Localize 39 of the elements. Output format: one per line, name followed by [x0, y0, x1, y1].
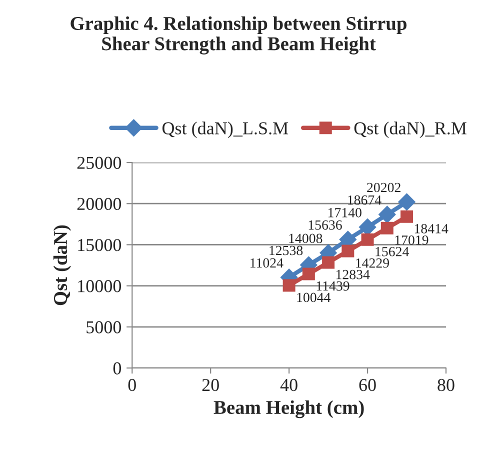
x-tick-label: 0	[128, 378, 136, 392]
data-label: 10044	[297, 292, 331, 302]
point	[322, 256, 335, 269]
data-label: 15636	[308, 220, 342, 230]
data-label: 14008	[289, 234, 322, 244]
data-label: 12538	[270, 246, 303, 256]
x-tick-label: 20	[202, 378, 219, 392]
point	[398, 193, 416, 211]
y-tick-label: 25000	[77, 156, 122, 169]
y-tick-label: 10000	[78, 280, 122, 292]
data-label: 17019	[395, 235, 428, 245]
y-tick-label: 15000	[78, 238, 122, 252]
x-tick-label: 40	[280, 378, 298, 392]
point	[342, 244, 354, 258]
point	[400, 210, 414, 223]
point	[361, 233, 374, 246]
data-label: 17140	[328, 208, 362, 218]
point	[378, 206, 396, 224]
x-axis-title: Beam Height (cm)	[214, 400, 364, 418]
point	[380, 222, 394, 234]
legend-label: Qst (daN)_R.M	[354, 122, 466, 138]
point	[302, 268, 315, 280]
legend-label: Qst (daN)_L.S.M	[162, 122, 288, 138]
x-tick-label: 80	[438, 378, 454, 392]
y-tick-label: 5000	[86, 321, 122, 334]
data-label: 11439	[316, 281, 350, 291]
data-label: 20202	[367, 182, 400, 192]
x-tick-label: 60	[359, 378, 376, 392]
data-label: 12834	[336, 270, 370, 280]
data-label: 15624	[376, 246, 409, 256]
point	[282, 279, 296, 292]
data-label: 14229	[356, 258, 390, 268]
chart-title: Graphic 4. Relationship between Stirrup Shear Strength and Beam Height	[70, 16, 407, 54]
data-label: 18414	[414, 224, 448, 234]
data-label: 18674	[348, 195, 382, 205]
data-label: 11024	[250, 258, 284, 268]
y-tick-label: 0	[113, 362, 122, 374]
y-tick-label: 20000	[77, 198, 122, 210]
y-axis-title: Qst (daN)	[53, 225, 72, 306]
